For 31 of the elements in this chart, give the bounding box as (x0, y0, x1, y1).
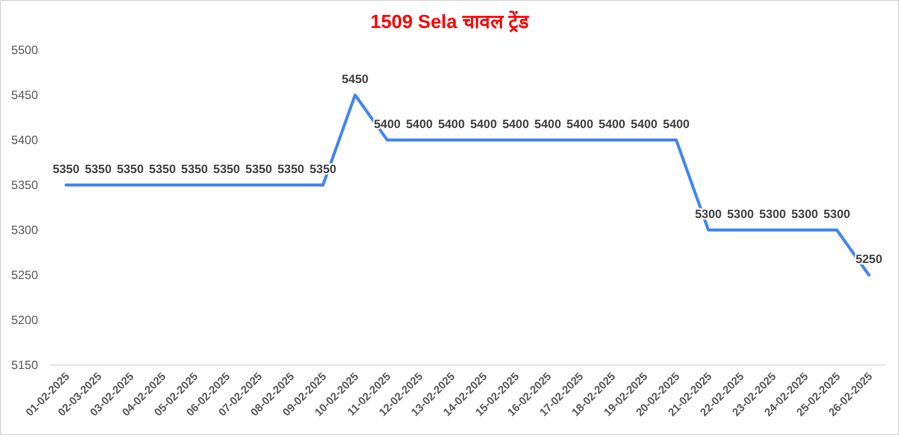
data-label: 5350 (213, 162, 240, 176)
data-label: 5400 (662, 117, 690, 131)
data-label: 5350 (278, 162, 305, 176)
data-label: 5350 (245, 162, 272, 176)
data-label: 5350 (149, 162, 176, 176)
data-label: 5400 (502, 117, 530, 131)
y-tick-label: 5300 (11, 223, 38, 237)
data-label: 5350 (116, 162, 144, 176)
data-label: 5350 (84, 162, 112, 176)
data-label: 5400 (406, 117, 433, 131)
data-label: 5300 (823, 207, 850, 221)
data-label: 5400 (470, 117, 498, 131)
data-label: 5400 (534, 117, 562, 131)
y-tick-label: 5150 (11, 358, 38, 372)
y-tick-label: 5450 (11, 88, 38, 102)
y-tick-label: 5400 (11, 133, 38, 147)
y-tick-label: 5350 (11, 178, 38, 192)
data-label: 5400 (566, 117, 594, 131)
data-label: 5300 (727, 207, 754, 221)
data-label: 5350 (181, 162, 208, 176)
y-tick-label: 5200 (11, 313, 38, 327)
data-label: 5400 (630, 117, 658, 131)
y-tick-label: 5250 (11, 268, 38, 282)
data-label: 5300 (759, 207, 786, 221)
data-label: 5450 (342, 72, 369, 86)
data-label: 5350 (52, 162, 80, 176)
chart-title: 1509 Sela चावल ट्रेंड (370, 10, 530, 33)
data-label: 5400 (438, 117, 466, 131)
data-label: 5300 (791, 207, 818, 221)
data-label: 5400 (598, 117, 626, 131)
y-tick-label: 5500 (11, 43, 38, 57)
